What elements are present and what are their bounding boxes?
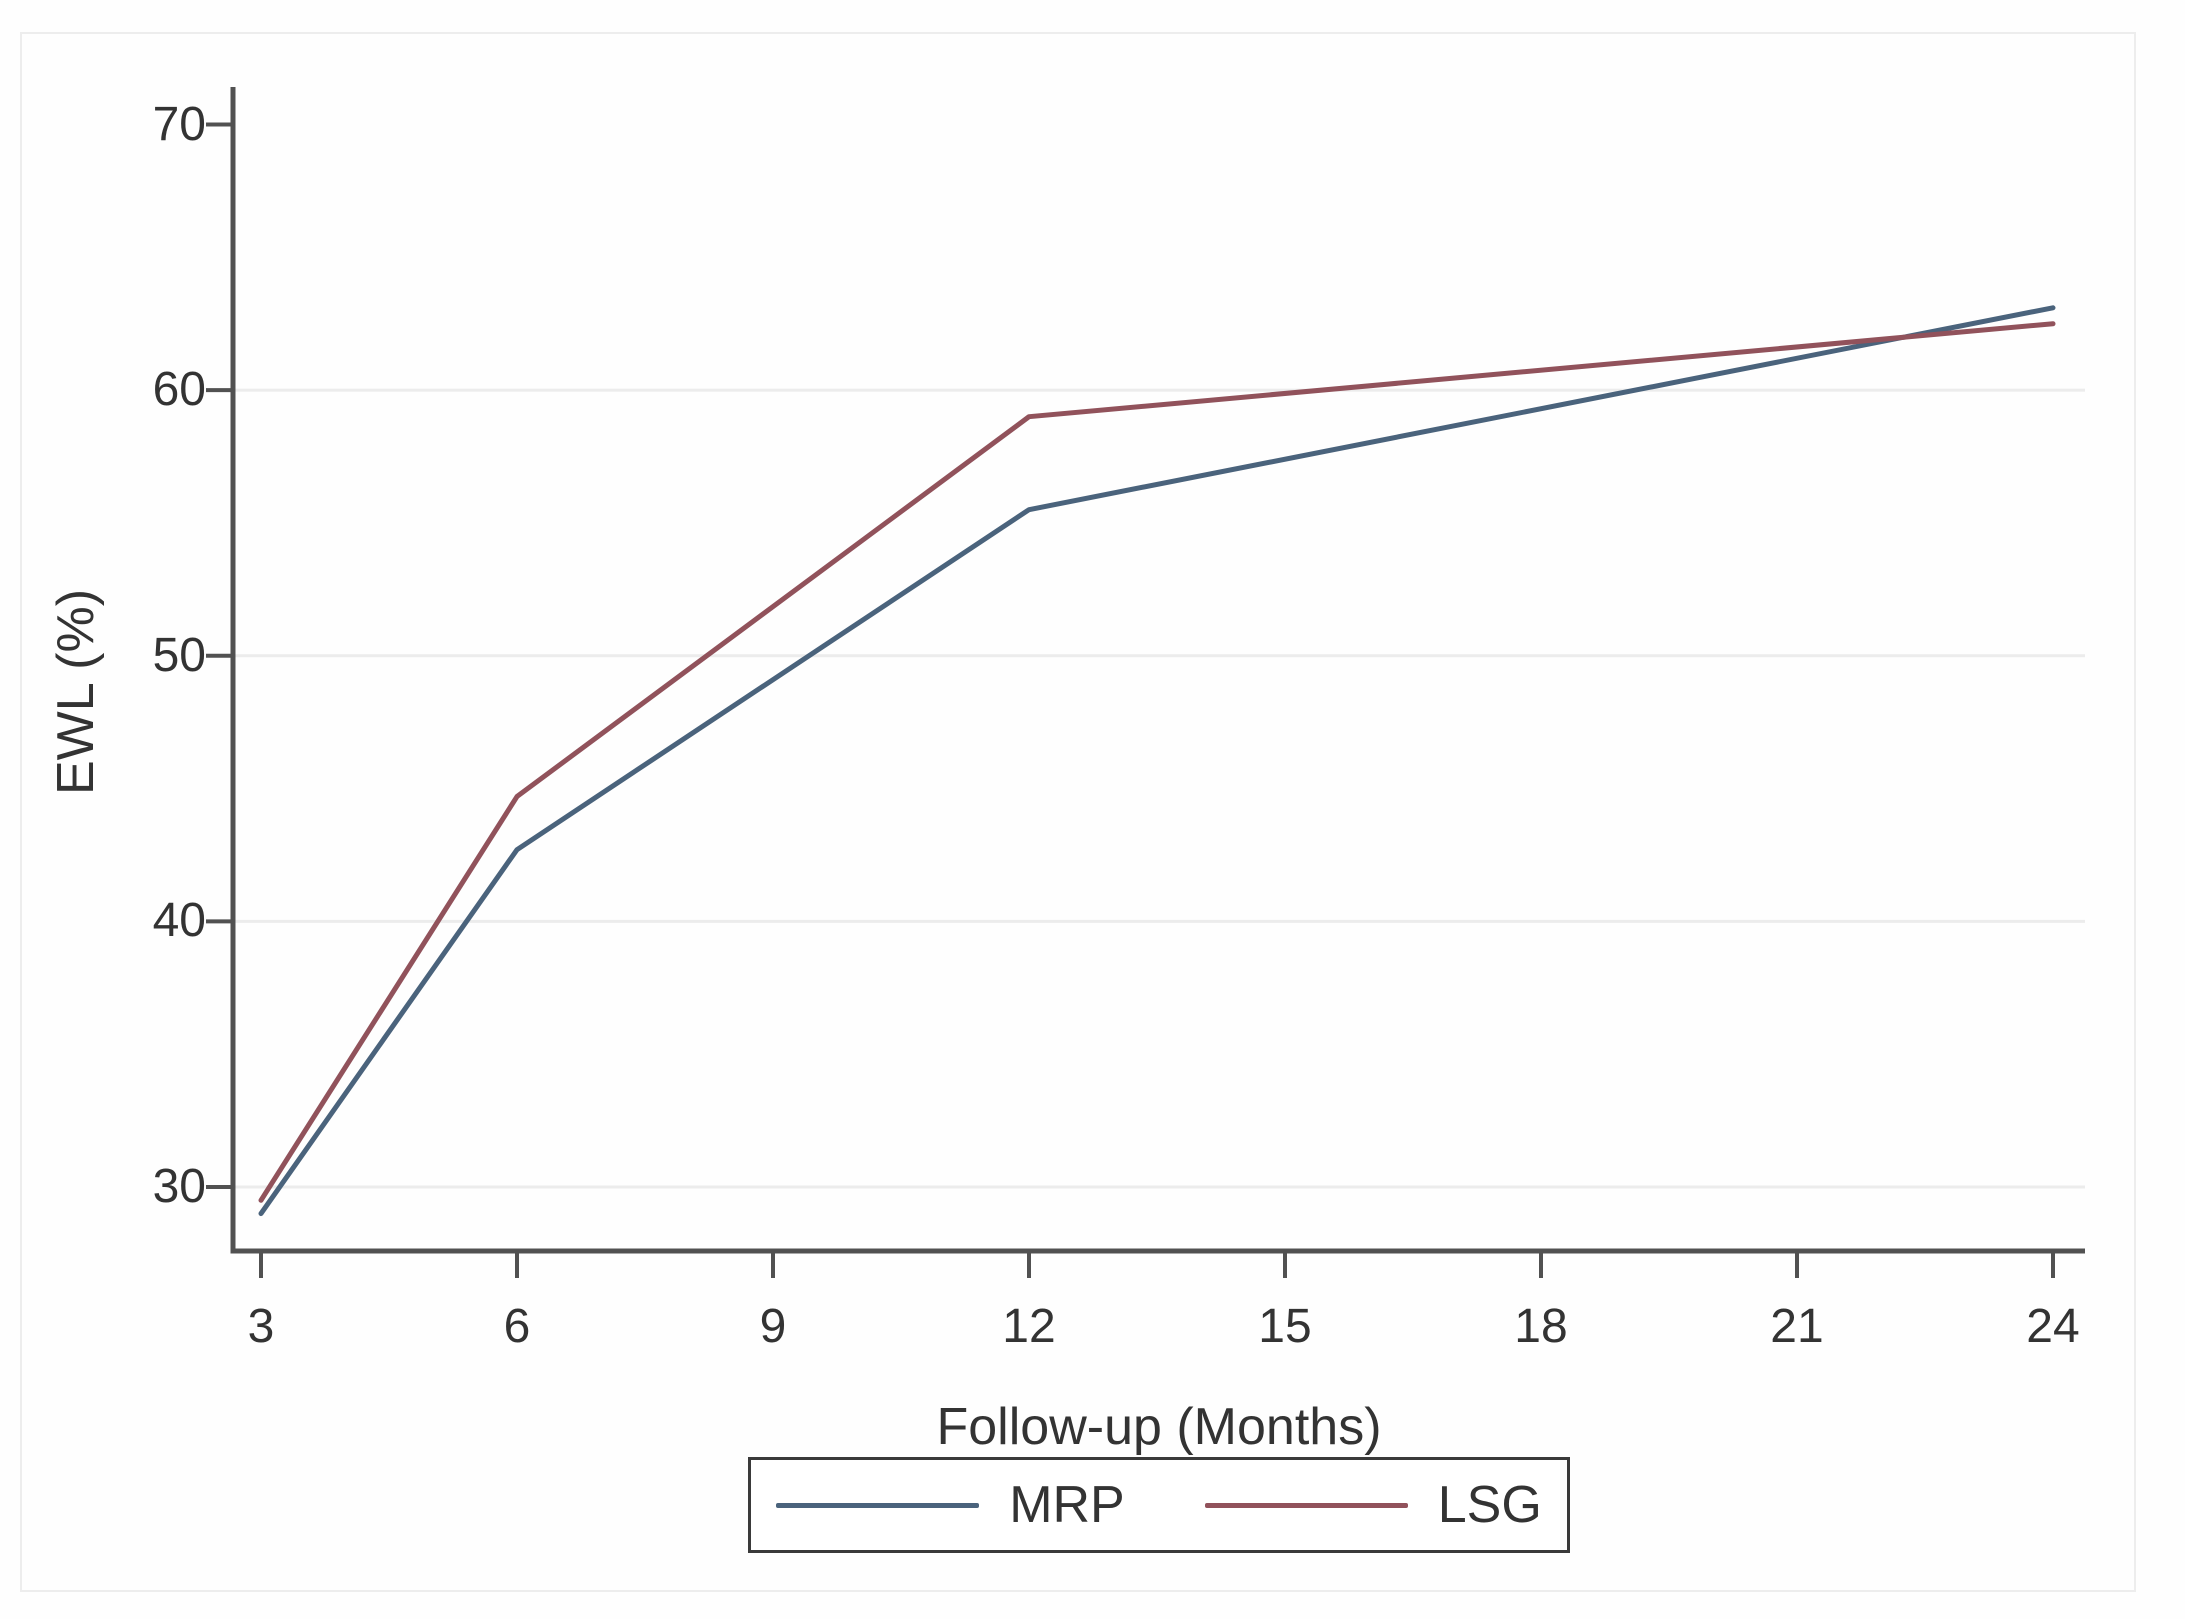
x-tick-label-15: 15	[1258, 1300, 1312, 1353]
x-tick-label-21: 21	[1770, 1300, 1824, 1353]
y-tick-label-60: 60	[152, 363, 206, 417]
x-tick-label-3: 3	[247, 1300, 275, 1353]
legend-label-MRP: MRP	[1009, 1476, 1125, 1534]
y-axis-title: EWL (%)	[47, 588, 105, 796]
series-line-LSG	[258, 321, 2056, 1203]
x-tick-label-6: 6	[503, 1300, 531, 1353]
y-tick-label-50: 50	[152, 628, 206, 682]
x-tick-label-12: 12	[1002, 1300, 1056, 1353]
x-axis-title: Follow-up (Months)	[936, 1398, 1382, 1456]
x-tick-label-18: 18	[1514, 1300, 1568, 1353]
legend-label-LSG: LSG	[1437, 1476, 1542, 1534]
legend-swatch-MRP	[776, 1502, 980, 1508]
x-tick-label-9: 9	[759, 1300, 787, 1353]
x-tick-label-24: 24	[2026, 1300, 2080, 1353]
legend-item-MRP: MRP	[776, 1477, 1125, 1533]
y-tick-label-40: 40	[152, 894, 206, 948]
series-line-MRP	[258, 305, 2056, 1217]
legend-item-LSG: LSG	[1204, 1476, 1542, 1534]
legend-swatch-LSG	[1204, 1502, 1408, 1508]
y-tick-label-30: 30	[152, 1160, 206, 1213]
y-tick-label-70: 70	[152, 97, 206, 151]
legend: MRP LSG	[748, 1457, 1570, 1553]
